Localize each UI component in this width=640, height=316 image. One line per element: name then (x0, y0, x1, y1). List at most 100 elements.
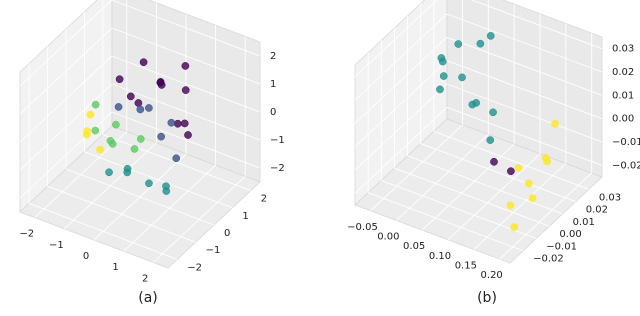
point (130, 145, 139, 153)
tick-label: 0 (270, 107, 276, 118)
point (472, 99, 480, 107)
tick-label: 1 (112, 262, 118, 273)
point (486, 136, 495, 144)
point (115, 75, 124, 84)
tick-label: −2 (187, 262, 202, 273)
point (136, 135, 145, 143)
grid-line (111, 111, 261, 169)
grid-line (446, 36, 603, 96)
point (91, 126, 100, 135)
tick-label: −2 (270, 163, 285, 174)
point (439, 72, 448, 80)
grid-line (446, 13, 603, 73)
grid-line (111, 0, 261, 57)
point (507, 167, 515, 176)
grid-line (470, 0, 603, 50)
tick-label: −1 (206, 245, 221, 256)
tick-label: 2 (142, 273, 148, 284)
grid-line (446, 106, 603, 166)
point (139, 58, 148, 67)
point (112, 120, 120, 129)
point (490, 157, 498, 166)
tick-label: 0.00 (559, 229, 581, 240)
point (180, 119, 189, 128)
point (458, 73, 466, 82)
point (157, 81, 166, 89)
point (172, 154, 181, 163)
grid-line (19, 111, 113, 199)
grid-line (29, 202, 178, 260)
tick-label: 0.03 (612, 44, 634, 55)
point (486, 32, 495, 40)
point (123, 168, 132, 177)
tick-label: 0.20 (481, 270, 503, 281)
pane-z (354, 118, 603, 264)
tick-label: 0.03 (599, 192, 621, 203)
point (181, 62, 190, 70)
grid-line (381, 180, 537, 239)
point (162, 182, 170, 191)
tick-label: −0.01 (612, 137, 640, 148)
tick-label: 0.02 (612, 67, 634, 78)
point (528, 194, 537, 202)
tick-label: 2 (270, 51, 276, 62)
point (86, 110, 95, 119)
point (136, 105, 145, 114)
point (181, 86, 190, 94)
grid-line (47, 185, 196, 243)
tick-label: 0.01 (573, 217, 595, 228)
point (126, 92, 135, 101)
point (145, 179, 153, 188)
tick-label: −1 (270, 135, 285, 146)
point (524, 179, 533, 188)
grid-line (407, 155, 563, 215)
tick-label: −0.01 (546, 241, 577, 252)
point (105, 168, 113, 177)
grid-line (19, 27, 113, 115)
grid-line (499, 172, 592, 260)
point (476, 39, 485, 48)
tick-label: 0.01 (612, 90, 634, 101)
grid-line (354, 60, 448, 147)
point (436, 85, 444, 94)
grid-line (447, 153, 541, 241)
grid-line (396, 134, 489, 221)
tick-label: −2 (19, 229, 34, 240)
tick-label: 0 (224, 228, 230, 239)
grid-line (394, 167, 550, 227)
grid-line (19, 55, 113, 143)
tick-label: 0.15 (455, 260, 477, 271)
grid-line (421, 143, 515, 231)
grid-line (102, 134, 251, 192)
point (96, 145, 104, 154)
tick-label: 1 (270, 79, 276, 90)
point (91, 100, 100, 109)
tick-label: 1 (242, 211, 248, 222)
point (145, 104, 153, 112)
point (514, 164, 523, 172)
tick-label: 0.02 (586, 205, 608, 216)
tick-label: −0.02 (533, 254, 564, 265)
grid-line (19, 0, 113, 87)
grid-line (111, 55, 261, 113)
point (551, 119, 559, 128)
tick-label: 0.00 (377, 231, 399, 242)
grid-line (354, 13, 448, 101)
grid-line (446, 60, 603, 120)
caption: (a) (138, 290, 158, 306)
grid-line (473, 163, 567, 250)
tick-label: 0 (83, 251, 89, 262)
grid-line (84, 151, 233, 209)
tick-label: −0.05 (347, 222, 378, 233)
grid-line (354, 83, 448, 171)
grid-line (19, 83, 113, 171)
tick-label: 0.05 (403, 241, 425, 252)
point (184, 131, 192, 139)
point (506, 201, 515, 210)
point (438, 57, 447, 66)
grid-line (354, 107, 448, 194)
grid-line (65, 168, 215, 226)
point (82, 130, 91, 139)
tick-label: 0.10 (429, 251, 451, 262)
